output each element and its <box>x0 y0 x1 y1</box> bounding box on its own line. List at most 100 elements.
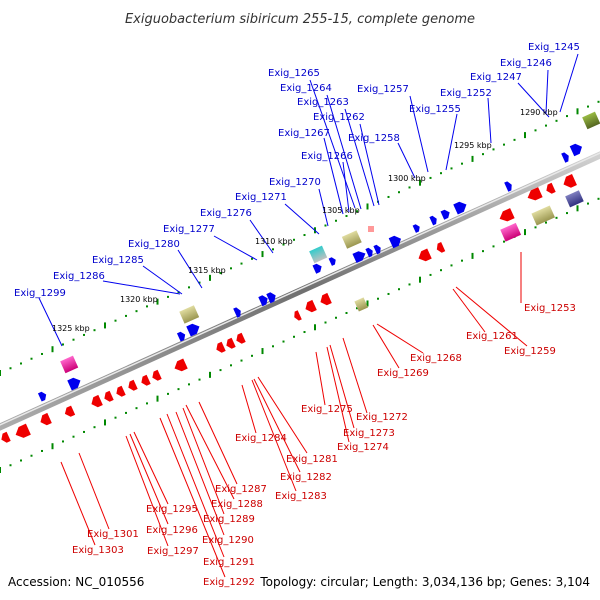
gene-label[interactable]: Exig_1301 <box>87 529 139 540</box>
gene-label[interactable]: Exig_1263 <box>297 97 349 108</box>
gene-label[interactable]: Exig_1276 <box>200 208 252 219</box>
minor-tick <box>135 310 138 313</box>
kbp-label: 1305 kbp <box>322 206 360 215</box>
minor-tick <box>324 224 327 227</box>
gene-label[interactable]: Exig_1286 <box>53 271 105 282</box>
minor-tick <box>30 454 33 457</box>
minor-tick <box>555 119 558 122</box>
kbp-scale: 1290 kbp 1295 kbp 1300 kbp 1305 kbp 1310… <box>52 108 558 333</box>
gene-label[interactable]: Exig_1284 <box>235 433 287 444</box>
gene-label[interactable]: Exig_1273 <box>343 428 395 439</box>
gene-arrow <box>152 369 162 381</box>
gene-label[interactable]: Exig_1261 <box>466 331 518 342</box>
minor-tick <box>482 153 484 156</box>
gene-label[interactable]: Exig_1262 <box>313 112 365 123</box>
minor-tick <box>72 435 75 438</box>
feature-blocks <box>60 111 600 374</box>
minor-tick <box>293 335 295 338</box>
leader-lines-top <box>38 53 579 347</box>
gene-label[interactable]: Exig_1277 <box>163 224 215 235</box>
gene-arrow <box>233 307 241 318</box>
gene-label[interactable]: Exig_1269 <box>377 368 429 379</box>
gene-label[interactable]: Exig_1271 <box>235 192 287 203</box>
gene-arrow <box>141 374 151 386</box>
major-tick <box>419 179 421 186</box>
major-tick <box>209 274 211 281</box>
major-tick <box>0 370 1 376</box>
gene-label[interactable]: Exig_1282 <box>280 472 332 483</box>
major-tick <box>209 371 211 378</box>
gene-label[interactable]: Exig_1288 <box>211 499 263 510</box>
gene-arrow <box>1 431 11 443</box>
gene-label[interactable]: Exig_1253 <box>524 303 576 314</box>
gene-label[interactable]: Exig_1287 <box>215 484 267 495</box>
minor-tick <box>167 295 169 298</box>
gene-arrow <box>305 299 317 313</box>
minor-tick <box>9 367 12 370</box>
minor-tick <box>114 319 117 322</box>
gene-label[interactable]: Exig_1264 <box>280 83 332 94</box>
minor-tick <box>303 331 306 334</box>
minor-tick <box>9 464 12 467</box>
minor-tick <box>230 364 232 367</box>
gene-label[interactable]: Exig_1295 <box>146 504 198 515</box>
gene-arrow <box>320 292 332 306</box>
gene-label[interactable]: Exig_1274 <box>337 442 389 453</box>
gene-label[interactable]: Exig_1265 <box>268 68 320 79</box>
gene-label[interactable]: Exig_1270 <box>269 177 321 188</box>
gene-label[interactable]: Exig_1292 <box>203 577 255 588</box>
gene-label[interactable]: Exig_1290 <box>202 535 254 546</box>
feature-block-pink <box>60 355 79 374</box>
minor-tick <box>345 214 348 217</box>
gene-label[interactable]: Exig_1283 <box>275 491 327 502</box>
major-tick <box>51 346 54 353</box>
gene-label[interactable]: Exig_1258 <box>348 133 400 144</box>
gene-arrow <box>176 331 186 342</box>
minor-tick <box>188 383 190 386</box>
minor-tick <box>503 143 505 146</box>
gene-label[interactable]: Exig_1259 <box>504 346 556 357</box>
minor-tick <box>219 272 222 275</box>
gene-arrow <box>527 187 543 201</box>
gene-arrow <box>373 244 381 255</box>
gene-label[interactable]: Exig_1291 <box>203 557 255 568</box>
minor-tick <box>20 362 22 365</box>
gene-label[interactable]: Exig_1246 <box>500 58 552 69</box>
gene-label[interactable]: Exig_1296 <box>146 525 198 536</box>
gene-label[interactable]: Exig_1245 <box>528 42 580 53</box>
minor-tick <box>282 340 285 343</box>
gene-label[interactable]: Exig_1299 <box>14 288 66 299</box>
gene-arrow <box>216 341 226 353</box>
major-tick <box>524 132 526 139</box>
gene-label[interactable]: Exig_1285 <box>92 255 144 266</box>
gene-label[interactable]: Exig_1297 <box>147 546 199 557</box>
gene-labels-bottom: Exig_1253 Exig_1259 Exig_1261 Exig_1268 … <box>72 303 576 588</box>
gene-label[interactable]: Exig_1289 <box>203 514 255 525</box>
gene-label[interactable]: Exig_1303 <box>72 545 124 556</box>
gene-arrow <box>388 235 402 249</box>
minor-tick <box>251 257 253 260</box>
major-tick <box>366 300 369 307</box>
gene-label[interactable]: Exig_1267 <box>278 128 330 139</box>
major-tick <box>524 229 526 236</box>
feature-block-pink-2 <box>500 222 522 242</box>
gene-label[interactable]: Exig_1266 <box>301 151 353 162</box>
gene-label[interactable]: Exig_1268 <box>410 353 462 364</box>
minor-tick <box>62 343 64 346</box>
gene-label[interactable]: Exig_1275 <box>301 404 353 415</box>
minor-tick <box>282 243 285 246</box>
gene-label[interactable]: Exig_1272 <box>356 412 408 423</box>
gene-label[interactable]: Exig_1281 <box>286 454 338 465</box>
feature-block-olive <box>179 305 200 324</box>
gene-arrow <box>128 379 138 391</box>
gene-label[interactable]: Exig_1252 <box>440 88 492 99</box>
gene-arrow <box>236 332 246 344</box>
gene-label[interactable]: Exig_1280 <box>128 239 180 250</box>
minor-tick <box>125 314 127 317</box>
gene-label[interactable]: Exig_1255 <box>409 104 461 115</box>
minor-tick <box>597 100 600 103</box>
gene-label[interactable]: Exig_1257 <box>357 84 409 95</box>
gene-arrow <box>561 152 569 163</box>
gene-label[interactable]: Exig_1247 <box>470 72 522 83</box>
